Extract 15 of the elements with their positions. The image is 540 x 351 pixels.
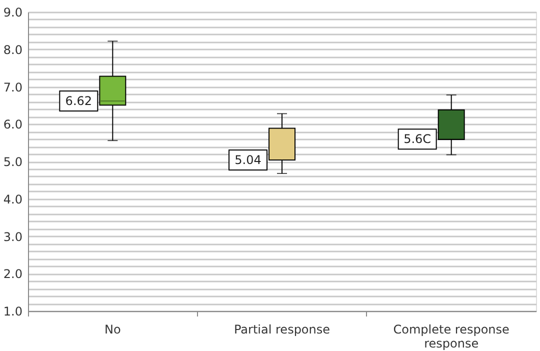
text: 5.04 (234, 153, 262, 168)
y-tick-label: 8.0 (3, 42, 22, 57)
text: 6.62 (65, 94, 92, 108)
y-tick-label: 1.0 (3, 304, 22, 318)
y-tick-label: 2.0 (3, 267, 22, 282)
x-tick-label: No (104, 322, 121, 336)
text: 5.6C (404, 132, 432, 146)
y-tick-label: 6.0 (3, 118, 22, 132)
y-tick-label: 3.0 (3, 230, 22, 244)
y-tick-label: 5.0 (3, 155, 22, 169)
y-tick-label: 7.0 (3, 80, 22, 94)
y-tick-label: 9.0 (3, 6, 22, 20)
y-tick-label: 4.0 (3, 192, 22, 206)
x-tick-label: Complete response response (393, 322, 510, 350)
x-tick-label: Partial response (234, 322, 330, 336)
